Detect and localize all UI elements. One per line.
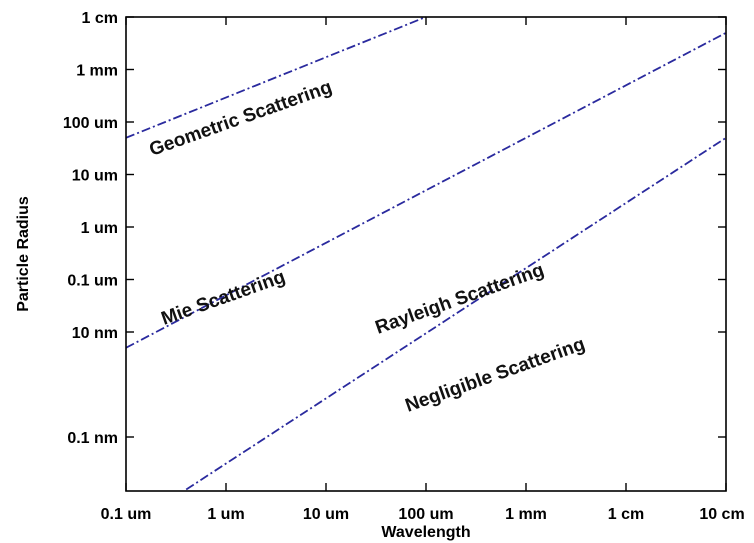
y-tick-label-3: 1 um <box>81 220 118 237</box>
regime-boundaries <box>125 16 727 491</box>
boundary-line-0 <box>125 16 427 139</box>
plot-frame <box>125 16 727 492</box>
y-axis-title: Particle Radius <box>15 196 32 312</box>
x-tick-label-0: 0.1 um <box>101 506 152 523</box>
y-axis-ticks: 0.1 nm 10 nm 0.1 um 1 um 10 um 100 um 1 mm 1 cm <box>63 10 726 447</box>
region-label-1: Mie Scattering <box>159 267 288 330</box>
y-tick-label-0: 0.1 nm <box>67 430 118 447</box>
y-tick-label-6: 1 mm <box>76 63 118 80</box>
boundary-line-2 <box>185 137 727 491</box>
y-tick-label-7: 1 cm <box>82 10 118 27</box>
x-tick-label-5: 1 cm <box>608 506 644 523</box>
y-tick-label-2: 0.1 um <box>67 273 118 290</box>
y-tick-label-5: 100 um <box>63 115 118 132</box>
x-tick-label-2: 10 um <box>303 506 349 523</box>
x-axis-ticks: 0.1 um 1 um 10 um 100 um 1 mm 1 cm 10 cm <box>101 17 745 523</box>
x-tick-label-6: 10 cm <box>699 506 744 523</box>
y-tick-label-1: 10 nm <box>72 325 118 342</box>
x-tick-label-1: 1 um <box>207 506 244 523</box>
x-axis-title: Wavelength <box>381 524 470 541</box>
y-tick-label-4: 10 um <box>72 168 118 185</box>
boundary-line-1 <box>125 32 727 349</box>
x-tick-label-4: 1 mm <box>505 506 547 523</box>
region-label-3: Negligible Scattering <box>403 334 588 417</box>
region-label-2: Rayleigh Scattering <box>373 260 547 339</box>
x-tick-label-3: 100 um <box>398 506 453 523</box>
